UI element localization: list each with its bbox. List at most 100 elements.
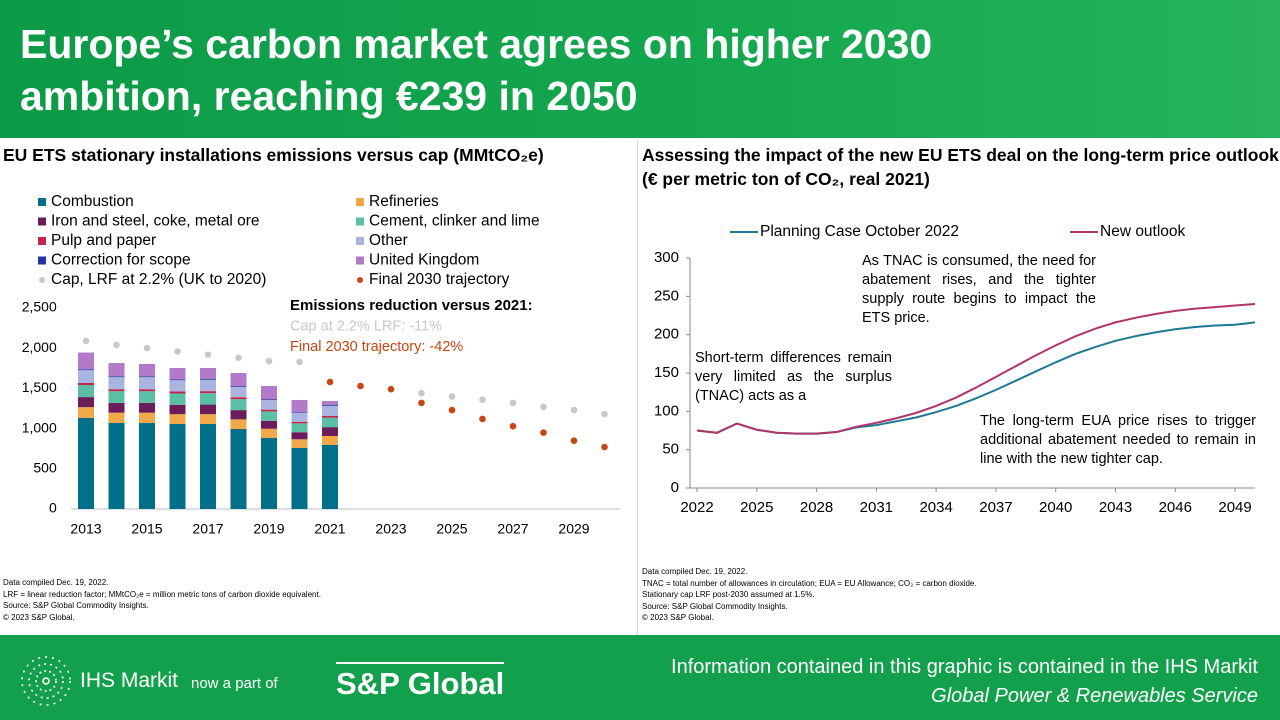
bar-segment (230, 372, 247, 386)
bar-segment (200, 379, 216, 380)
dot (296, 358, 303, 366)
footer: IHS Markit now a part of S&P Global Info… (0, 635, 1280, 720)
bar-segment (78, 370, 94, 384)
bar-segment (261, 438, 277, 509)
dot (601, 443, 608, 451)
annotation: Short-term differences remain very limit… (695, 350, 892, 404)
legend-label: United Kingdom (369, 252, 479, 269)
y-tick-label: 250 (654, 287, 679, 304)
bar-segment (139, 376, 155, 378)
dot (601, 410, 608, 418)
bar-segment (169, 424, 186, 509)
x-tick-label: 2043 (1099, 499, 1132, 516)
dot (143, 344, 151, 352)
dot (448, 406, 456, 414)
bar-segment (78, 352, 94, 370)
legend-marker (356, 256, 364, 265)
legend-label: Correction for scope (51, 252, 191, 269)
x-tick-label: 2028 (800, 499, 833, 516)
bar-segment (78, 397, 94, 408)
bar-segment (139, 412, 155, 423)
x-tick-label: 2022 (680, 499, 713, 516)
y-tick-label: 0 (49, 500, 57, 516)
dot (235, 354, 242, 362)
bar-segment (78, 383, 94, 386)
bar-segment (139, 389, 155, 392)
note: Data compiled Dec. 19, 2022. (3, 578, 109, 587)
bar-segment (78, 407, 94, 418)
parent-brand: S&P Global (336, 662, 505, 702)
bar-segment (291, 432, 308, 440)
note: Data compiled Dec. 19, 2022. (642, 567, 748, 576)
legend-label: Planning Case October 2022 (760, 223, 959, 240)
legend-marker (38, 237, 46, 245)
x-tick-label: 2025 (436, 521, 467, 537)
bar-segment (291, 411, 308, 413)
dot (448, 393, 456, 400)
bar-segment (261, 411, 277, 421)
bar-segment (108, 422, 125, 509)
bar-segment (108, 412, 125, 423)
legend-label: Cap, LRF at 2.2% (UK to 2020) (51, 271, 266, 288)
bar-segment (261, 428, 277, 439)
bar-segment (139, 363, 155, 377)
dot (540, 403, 547, 411)
bar-segment (322, 415, 338, 418)
bar-segment (291, 412, 308, 422)
service: Global Power & Renewables Service (931, 685, 1258, 707)
legend-marker (356, 217, 364, 226)
legend-marker (39, 277, 45, 283)
bar-segment (169, 393, 186, 405)
bar-segment (291, 423, 308, 433)
x-tick-label: 2031 (860, 499, 893, 516)
bar-segment (108, 391, 125, 403)
bar-segment (139, 422, 155, 509)
dot (387, 385, 395, 393)
bar-segment (169, 367, 186, 380)
bar-segment (230, 429, 247, 509)
y-tick-label: 500 (33, 460, 57, 476)
note: Source: S&P Global Commodity Insights. (3, 601, 149, 610)
bar-segment (291, 399, 308, 412)
notes: Data compiled Dec. 19, 2022. TNAC = total… (642, 566, 977, 624)
bar-segment (261, 409, 277, 412)
bar-segment (139, 377, 155, 390)
legend-marker (38, 217, 46, 226)
bar-segment (291, 447, 308, 509)
legend-marker (356, 237, 364, 245)
y-tick-label: 50 (662, 441, 679, 458)
logo-mark (21, 656, 71, 706)
brand-suffix: now a part of (191, 675, 278, 692)
x-tick-label: 2046 (1159, 499, 1192, 516)
bar-segment (200, 424, 216, 509)
x-tick-label: 2021 (314, 521, 345, 537)
bar-segment (200, 414, 216, 425)
legend-label: Other (369, 232, 408, 249)
note: Stationary cap LRF post-2030 assumed at … (642, 590, 815, 599)
legend-label: Refineries (369, 193, 439, 210)
dot (174, 348, 181, 355)
y-tick-label: 2,500 (22, 299, 57, 315)
notes: Data compiled Dec. 19, 2022. LRF = linear… (3, 577, 321, 623)
y-tick-label: 2,000 (22, 339, 57, 355)
dot (357, 382, 364, 390)
legend-marker (357, 277, 363, 283)
legend-label: Combustion (51, 193, 134, 210)
bar-segment (261, 399, 277, 410)
note: © 2023 S&P Global. (3, 612, 75, 622)
bar-segment (78, 369, 94, 371)
bar-segment (291, 439, 308, 448)
bar-segment (169, 404, 186, 415)
bar-segment (291, 421, 308, 424)
bar-segment (322, 400, 338, 406)
annotation: Cap at 2.2% LRF: -11% (290, 318, 442, 334)
brand: IHS Markit (80, 669, 179, 692)
annotation: Final 2030 trajectory: -42% (290, 339, 463, 355)
bar-segment (108, 377, 125, 390)
annotation: Emissions reduction versus 2021: (290, 297, 533, 314)
bar-segment (200, 379, 216, 392)
bar-segment (169, 380, 186, 392)
legend-label: Iron and steel, coke, metal ore (51, 213, 260, 230)
bar-segment (230, 419, 247, 430)
